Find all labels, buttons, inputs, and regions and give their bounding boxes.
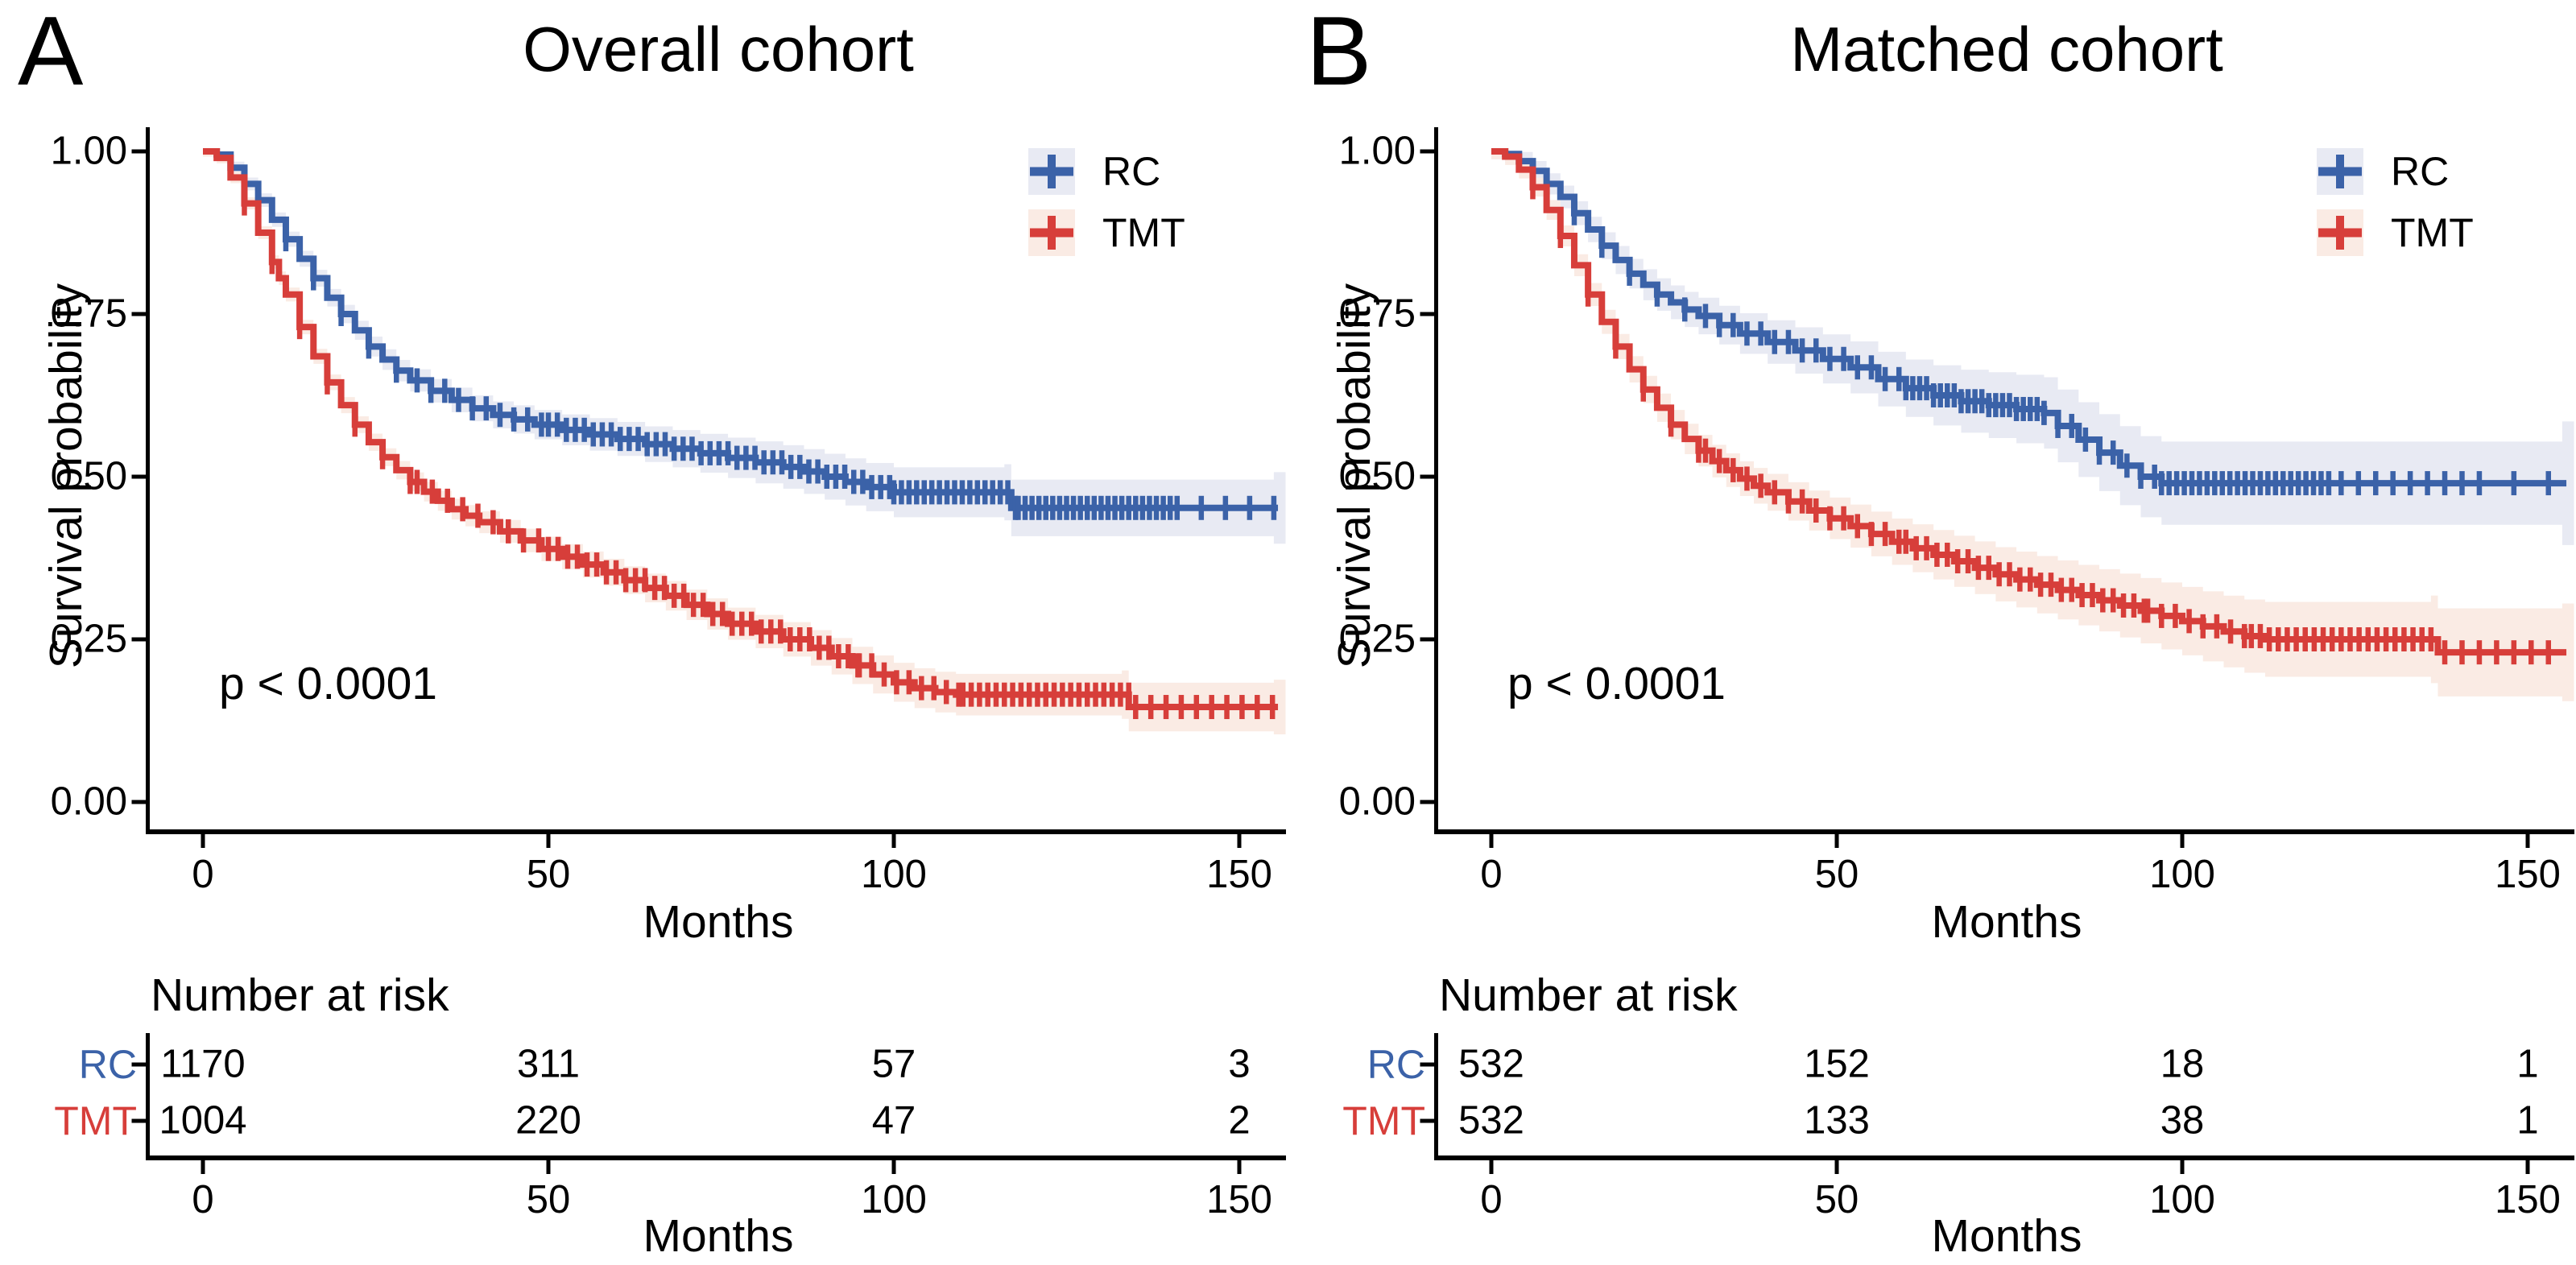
risk-x-tick-label: 50 xyxy=(526,1178,571,1222)
risk-value: 1 xyxy=(2516,1098,2539,1143)
p-value: p < 0.0001 xyxy=(219,658,438,709)
x-tick-label: 100 xyxy=(861,853,927,896)
x-tick-label: 150 xyxy=(1206,853,1272,896)
km-panel-matched: B Matched cohort Survival probability 1.… xyxy=(1288,0,2576,1265)
y-tick-label: 0.75 xyxy=(1338,291,1416,336)
y-tick-label: 0.00 xyxy=(50,779,127,824)
risk-value: 47 xyxy=(871,1098,916,1143)
y-tick-label: 1.00 xyxy=(1338,129,1416,173)
panel-letter: A xyxy=(18,0,84,105)
risk-value: 532 xyxy=(1458,1042,1524,1086)
risk-x-axis-title: Months xyxy=(1931,1210,2082,1262)
km-panel-overall: A Overall cohort Survival probability 1.… xyxy=(18,0,1286,1262)
x-tick-label: 0 xyxy=(192,853,214,896)
p-value: p < 0.0001 xyxy=(1507,658,1726,709)
risk-value: 1 xyxy=(2516,1042,2539,1086)
legend-label: TMT xyxy=(1102,210,1185,255)
rc-legend-key-icon xyxy=(1028,148,1075,195)
risk-value: 152 xyxy=(1804,1042,1870,1086)
risk-value: 3 xyxy=(1228,1042,1251,1086)
risk-x-tick-label: 100 xyxy=(861,1178,927,1222)
risk-value: 1004 xyxy=(159,1098,247,1143)
x-tick-label: 100 xyxy=(2149,853,2215,896)
risk-x-axis-title: Months xyxy=(643,1210,794,1262)
risk-table-title: Number at risk xyxy=(1439,969,1738,1021)
legend-item-tmt: TMT xyxy=(1028,209,1185,256)
risk-value: 57 xyxy=(871,1042,916,1086)
risk-x-tick-label: 150 xyxy=(2495,1178,2561,1222)
tmt-legend-key-icon xyxy=(2317,209,2363,256)
legend-item-rc: RC xyxy=(2317,148,2449,195)
y-tick-label: 1.00 xyxy=(50,129,127,173)
y-tick-label: 0.25 xyxy=(1338,617,1416,661)
x-axis-title: Months xyxy=(1931,896,2082,948)
legend-label: RC xyxy=(2391,149,2450,194)
panel-title: Overall cohort xyxy=(523,14,914,85)
risk-value: 220 xyxy=(515,1098,581,1143)
risk-row-label-rc: RC xyxy=(1367,1042,1425,1087)
y-tick-label: 0.00 xyxy=(1338,779,1416,824)
y-tick-label: 0.50 xyxy=(1338,454,1416,498)
y-tick-label: 0.25 xyxy=(50,617,127,661)
tmt-legend-key-icon xyxy=(1028,209,1075,256)
risk-x-tick-label: 50 xyxy=(1814,1178,1859,1222)
y-tick-label: 0.50 xyxy=(50,454,127,498)
risk-row-label-rc: RC xyxy=(78,1042,137,1087)
risk-row-label-tmt: TMT xyxy=(54,1098,137,1143)
legend-item-tmt: TMT xyxy=(2317,209,2474,256)
risk-value: 532 xyxy=(1458,1098,1524,1143)
risk-value: 311 xyxy=(516,1042,581,1086)
risk-value: 2 xyxy=(1228,1098,1251,1143)
risk-value: 133 xyxy=(1804,1098,1870,1143)
legend-label: RC xyxy=(1102,149,1161,194)
x-tick-label: 0 xyxy=(1480,853,1503,896)
risk-table-title: Number at risk xyxy=(151,969,449,1021)
panel-title: Matched cohort xyxy=(1790,14,2223,85)
panel-letter: B xyxy=(1306,0,1372,105)
rc-legend-key-icon xyxy=(2317,148,2363,195)
risk-value: 38 xyxy=(2160,1098,2205,1143)
x-tick-label: 50 xyxy=(526,853,571,896)
risk-x-tick-label: 150 xyxy=(1206,1178,1272,1222)
km-plot-matched xyxy=(1420,127,2574,1174)
risk-x-tick-label: 100 xyxy=(2149,1178,2215,1222)
risk-value: 18 xyxy=(2160,1042,2205,1086)
km-plot-overall xyxy=(131,127,1286,1174)
risk-x-tick-label: 0 xyxy=(1480,1178,1503,1222)
y-tick-label: 0.75 xyxy=(50,291,127,336)
risk-x-tick-label: 0 xyxy=(192,1178,214,1222)
x-tick-label: 150 xyxy=(2495,853,2561,896)
risk-row-label-tmt: TMT xyxy=(1342,1098,1425,1143)
x-tick-label: 50 xyxy=(1814,853,1859,896)
x-axis-title: Months xyxy=(643,896,794,948)
legend-item-rc: RC xyxy=(1028,148,1160,195)
legend-label: TMT xyxy=(2391,210,2474,255)
risk-value: 1170 xyxy=(160,1042,246,1086)
